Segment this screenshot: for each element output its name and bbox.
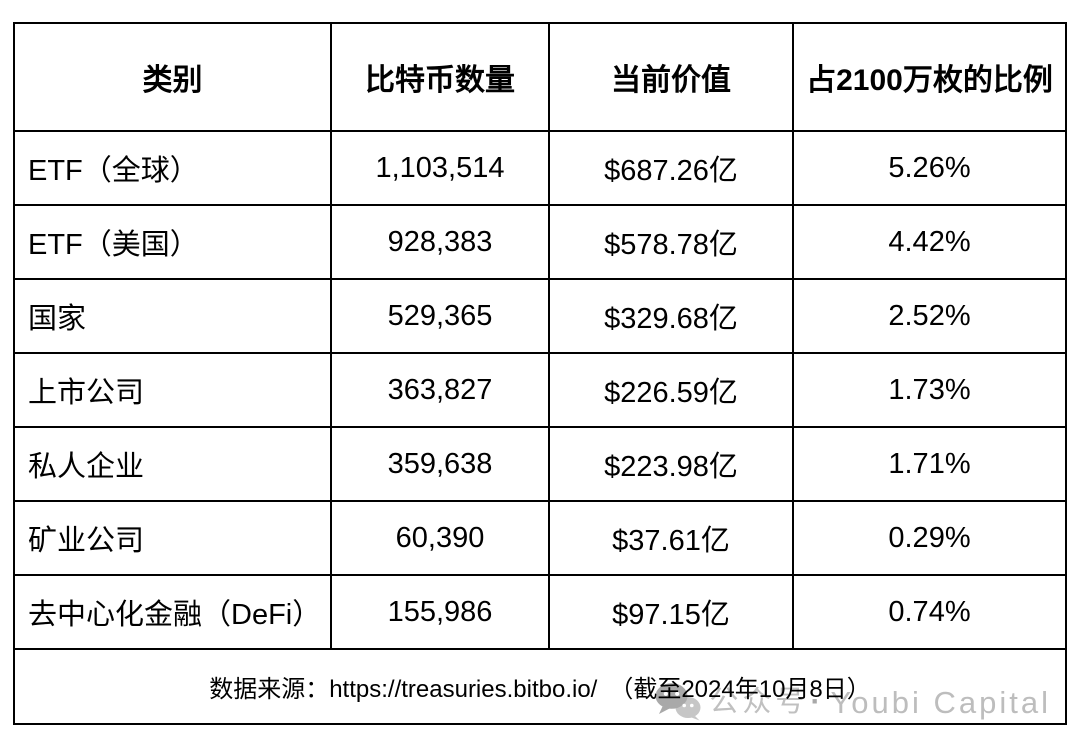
share-cell: 4.42% <box>792 204 1067 280</box>
category-cell: 私人企业 <box>13 426 332 502</box>
category-cell: 上市公司 <box>13 352 332 428</box>
table-row: 上市公司 363,827 $226.59亿 1.73% <box>13 352 1067 428</box>
header-current-value: 当前价值 <box>548 22 794 132</box>
header-category: 类别 <box>13 22 332 132</box>
category-cell: ETF（全球） <box>13 130 332 206</box>
table-row: ETF（美国） 928,383 $578.78亿 4.42% <box>13 204 1067 280</box>
bitcoin-holdings-table: 类别 比特币数量 当前价值 占2100万枚的比例 ETF（全球） 1,103,5… <box>13 22 1067 725</box>
share-cell: 0.29% <box>792 500 1067 576</box>
table-row: 私人企业 359,638 $223.98亿 1.71% <box>13 426 1067 502</box>
current-value-cell: $223.98亿 <box>548 426 794 502</box>
table-row: ETF（全球） 1,103,514 $687.26亿 5.26% <box>13 130 1067 206</box>
share-cell: 1.71% <box>792 426 1067 502</box>
btc-amount-cell: 60,390 <box>330 500 550 576</box>
category-cell: ETF（美国） <box>13 204 332 280</box>
header-btc-amount: 比特币数量 <box>330 22 550 132</box>
current-value-cell: $97.15亿 <box>548 574 794 650</box>
share-cell: 1.73% <box>792 352 1067 428</box>
category-cell: 去中心化金融（DeFi） <box>13 574 332 650</box>
share-cell: 0.74% <box>792 574 1067 650</box>
current-value-cell: $37.61亿 <box>548 500 794 576</box>
category-cell: 矿业公司 <box>13 500 332 576</box>
header-row: 类别 比特币数量 当前价值 占2100万枚的比例 <box>13 22 1067 132</box>
current-value-cell: $226.59亿 <box>548 352 794 428</box>
current-value-cell: $578.78亿 <box>548 204 794 280</box>
current-value-cell: $329.68亿 <box>548 278 794 354</box>
share-cell: 2.52% <box>792 278 1067 354</box>
table-row: 去中心化金融（DeFi） 155,986 $97.15亿 0.74% <box>13 574 1067 650</box>
table-row: 矿业公司 60,390 $37.61亿 0.29% <box>13 500 1067 576</box>
btc-amount-cell: 928,383 <box>330 204 550 280</box>
footer-cell: 数据来源：https://treasuries.bitbo.io/ （截至202… <box>13 648 1067 725</box>
source-note: 数据来源：https://treasuries.bitbo.io/ （截至202… <box>209 676 871 703</box>
btc-amount-cell: 529,365 <box>330 278 550 354</box>
current-value-cell: $687.26亿 <box>548 130 794 206</box>
btc-amount-cell: 359,638 <box>330 426 550 502</box>
category-cell: 国家 <box>13 278 332 354</box>
table-row: 国家 529,365 $329.68亿 2.52% <box>13 278 1067 354</box>
header-share-of-21m: 占2100万枚的比例 <box>792 22 1067 132</box>
btc-amount-cell: 1,103,514 <box>330 130 550 206</box>
btc-amount-cell: 363,827 <box>330 352 550 428</box>
btc-amount-cell: 155,986 <box>330 574 550 650</box>
share-cell: 5.26% <box>792 130 1067 206</box>
footer-row: 数据来源：https://treasuries.bitbo.io/ （截至202… <box>13 648 1067 725</box>
